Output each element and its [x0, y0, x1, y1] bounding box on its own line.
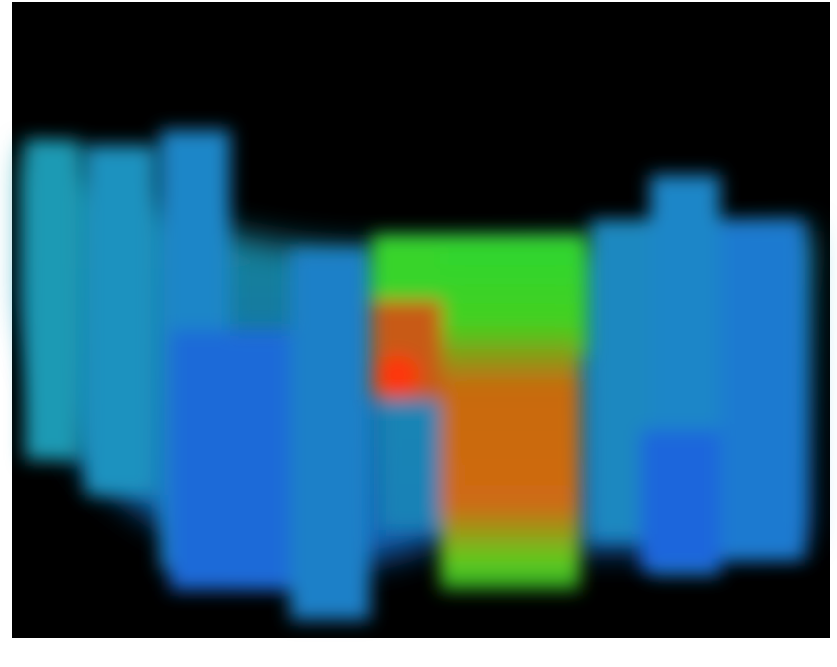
page: [0, 0, 837, 667]
orange-core: [440, 250, 580, 590]
column: [720, 220, 805, 560]
volume-render: [0, 0, 837, 667]
column: [640, 430, 720, 570]
column: [85, 145, 155, 495]
column: [290, 250, 370, 620]
column: [25, 140, 80, 460]
red-spot: [376, 355, 420, 395]
column: [170, 330, 290, 590]
blue-under: [380, 400, 440, 530]
